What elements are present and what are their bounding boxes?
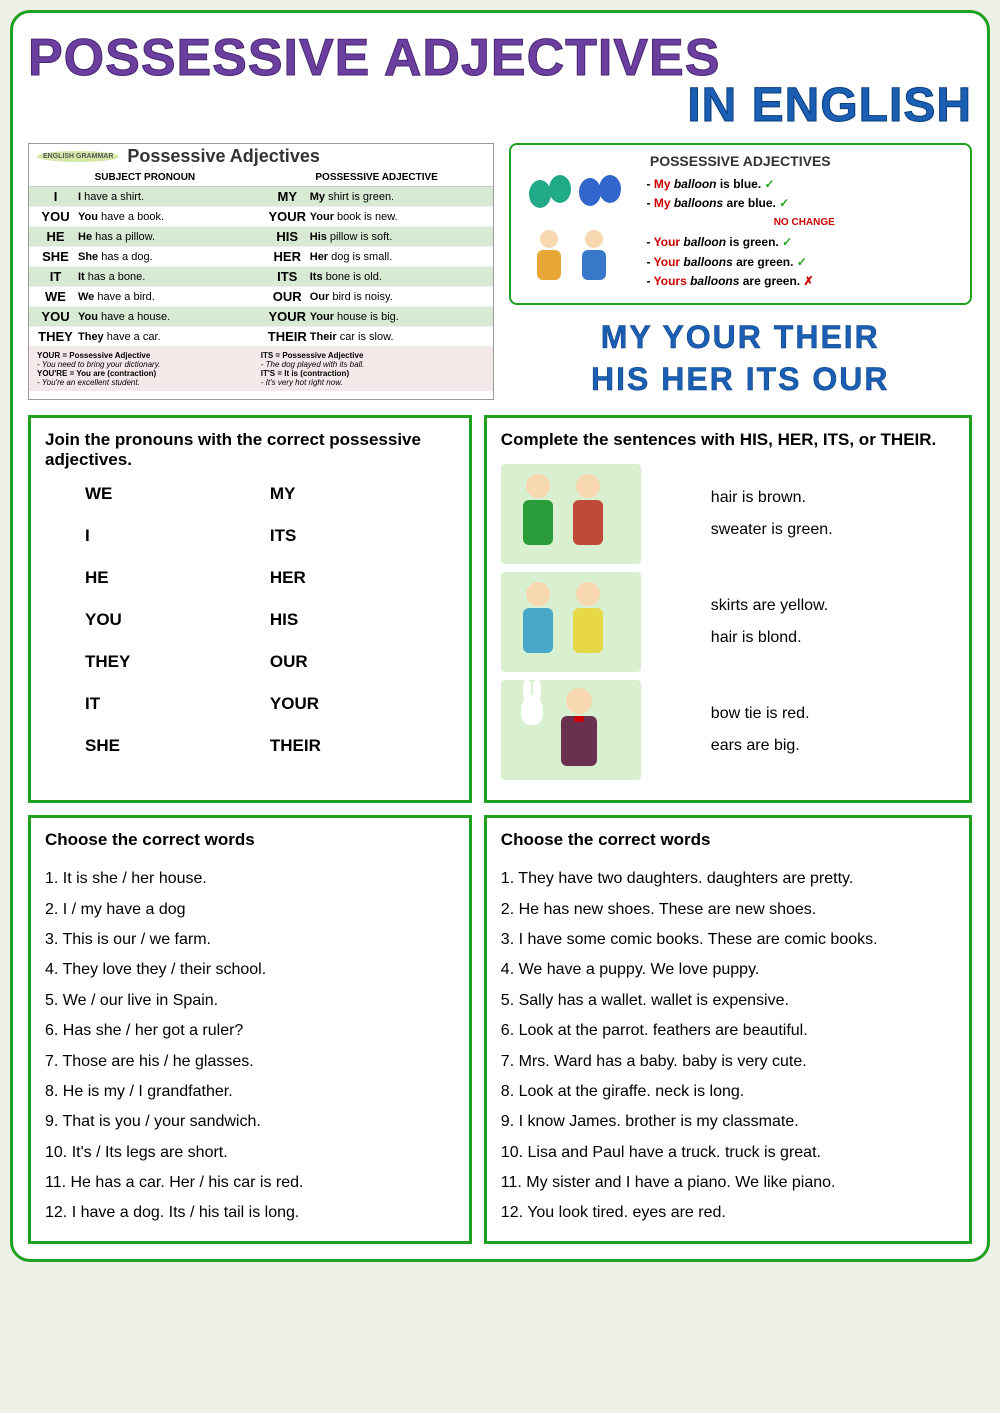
exercise-4-choose: Choose the correct words 1. They have tw… [484,815,972,1244]
choose-item[interactable]: 10. Lisa and Paul have a truck. truck is… [501,1138,955,1168]
ex2-illustration [501,572,641,672]
grammar-row: HERHer dog is small. [261,247,493,267]
ex2-item: skirts are yellow.hair is blond. [501,572,955,672]
grammar-row: YOURYour book is new. [261,207,493,227]
ex2-illustration [501,464,641,564]
balloon-card-text: - My balloon is blue. ✓- My balloons are… [647,175,963,295]
grammar-table: ENGLISH GRAMMAR Possessive Adjectives SU… [28,143,494,400]
exercise-3-choose: Choose the correct words 1. It is she / … [28,815,472,1244]
match-left[interactable]: WE [85,484,270,504]
choose-item[interactable]: 6. Look at the parrot. feathers are beau… [501,1016,955,1046]
balloon-illustration [519,175,639,295]
choose-item[interactable]: 1. They have two daughters. daughters ar… [501,864,955,894]
choose-item[interactable]: 10. It's / Its legs are short. [45,1138,455,1168]
grammar-row: HEHe has a pillow. [29,227,261,247]
match-right[interactable]: HIS [270,610,455,630]
choose-item[interactable]: 9. I know James. brother is my classmate… [501,1107,955,1137]
choose-item[interactable]: 8. Look at the giraffe. neck is long. [501,1077,955,1107]
ex4-list[interactable]: 1. They have two daughters. daughters ar… [501,864,955,1229]
grammar-row: THEYThey have a car. [29,327,261,347]
top-section: ENGLISH GRAMMAR Possessive Adjectives SU… [28,143,972,400]
grammar-table-title: Possessive Adjectives [127,146,319,167]
match-right[interactable]: ITS [270,526,455,546]
grammar-notes: YOUR = Possessive Adjective- You need to… [29,347,493,391]
match-right[interactable]: HER [270,568,455,588]
grammar-row: YOUYou have a book. [29,207,261,227]
choose-item[interactable]: 3. This is our / we farm. [45,925,455,955]
match-left[interactable]: YOU [85,610,270,630]
english-grammar-badge: ENGLISH GRAMMAR [37,151,119,162]
worksheet-page: POSSESSIVE ADJECTIVES IN ENGLISH ENGLISH… [10,10,990,1262]
ex2-text[interactable]: bow tie is red.ears are big. [651,698,810,762]
choose-item[interactable]: 11. My sister and I have a piano. We lik… [501,1168,955,1198]
choose-item[interactable]: 12. I have a dog. Its / his tail is long… [45,1198,455,1228]
ex2-instruction: Complete the sentences with HIS, HER, IT… [501,430,955,450]
ex1-instruction: Join the pronouns with the correct posse… [45,430,455,470]
choose-item[interactable]: 11. He has a car. Her / his car is red. [45,1168,455,1198]
match-right[interactable]: YOUR [270,694,455,714]
match-left[interactable]: IT [85,694,270,714]
match-left[interactable]: I [85,526,270,546]
grammar-row: ITSIts bone is old. [261,267,493,287]
match-right[interactable]: OUR [270,652,455,672]
match-grid[interactable]: WEMY IITS HEHER YOUHIS THEYOUR ITYOUR SHETHEIR [45,484,455,756]
grammar-row: ITIt has a bone. [29,267,261,287]
col-head-possessive: POSSESSIVE ADJECTIVE [261,169,493,187]
balloon-card: POSSESSIVE ADJECTIVES [509,143,973,305]
exercises-grid: Join the pronouns with the correct posse… [28,415,972,1244]
grammar-row: WEWe have a bird. [29,287,261,307]
ex2-item: bow tie is red.ears are big. [501,680,955,780]
col-head-subject: SUBJECT PRONOUN [29,169,261,187]
ex2-item: hair is brown.sweater is green. [501,464,955,564]
choose-item[interactable]: 3. I have some comic books. These are co… [501,925,955,955]
grammar-row: II have a shirt. [29,187,261,207]
possessive-words-display: MY YOUR THEIR HIS HER ITS OUR [509,317,973,400]
choose-item[interactable]: 8. He is my / I grandfather. [45,1077,455,1107]
ex2-text[interactable]: hair is brown.sweater is green. [651,482,833,546]
ex3-list[interactable]: 1. It is she / her house.2. I / my have … [45,864,455,1229]
match-left[interactable]: SHE [85,736,270,756]
exercise-1-join: Join the pronouns with the correct posse… [28,415,472,803]
grammar-row: YOUYou have a house. [29,307,261,327]
choose-item[interactable]: 5. We / our live in Spain. [45,986,455,1016]
choose-item[interactable]: 1. It is she / her house. [45,864,455,894]
choose-item[interactable]: 7. Mrs. Ward has a baby. baby is very cu… [501,1047,955,1077]
choose-item[interactable]: 5. Sally has a wallet. wallet is expensi… [501,986,955,1016]
balloon-card-title: POSSESSIVE ADJECTIVES [519,153,963,169]
exercise-2-complete: Complete the sentences with HIS, HER, IT… [484,415,972,803]
match-left[interactable]: HE [85,568,270,588]
choose-item[interactable]: 4. We have a puppy. We love puppy. [501,955,955,985]
choose-item[interactable]: 9. That is you / your sandwich. [45,1107,455,1137]
match-left[interactable]: THEY [85,652,270,672]
ex2-illustration [501,680,641,780]
grammar-row: YOURYour house is big. [261,307,493,327]
grammar-row: OUROur bird is noisy. [261,287,493,307]
grammar-row: SHEShe has a dog. [29,247,261,267]
grammar-row: THEIRTheir car is slow. [261,327,493,347]
right-column: POSSESSIVE ADJECTIVES [509,143,973,400]
grammar-row: MYMy shirt is green. [261,187,493,207]
choose-item[interactable]: 12. You look tired. eyes are red. [501,1198,955,1228]
ex2-text[interactable]: skirts are yellow.hair is blond. [651,590,828,654]
match-right[interactable]: THEIR [270,736,455,756]
match-right[interactable]: MY [270,484,455,504]
grammar-row: HISHis pillow is soft. [261,227,493,247]
choose-item[interactable]: 7. Those are his / he glasses. [45,1047,455,1077]
ex4-instruction: Choose the correct words [501,830,955,850]
choose-item[interactable]: 2. I / my have a dog [45,895,455,925]
choose-item[interactable]: 2. He has new shoes. These are new shoes… [501,895,955,925]
ex3-instruction: Choose the correct words [45,830,455,850]
choose-item[interactable]: 4. They love they / their school. [45,955,455,985]
choose-item[interactable]: 6. Has she / her got a ruler? [45,1016,455,1046]
